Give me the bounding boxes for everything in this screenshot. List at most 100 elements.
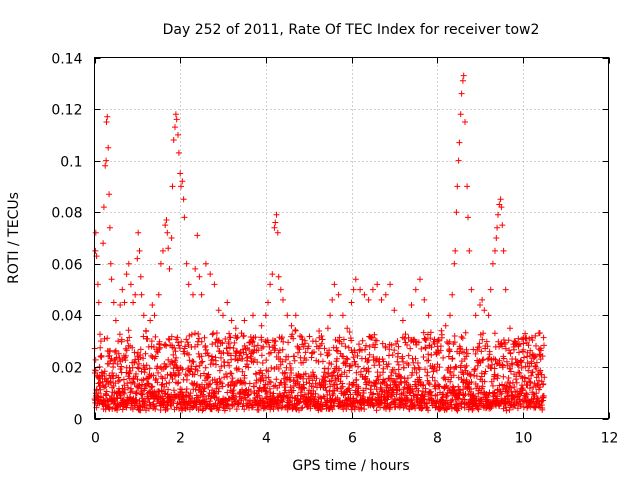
data-point xyxy=(227,344,234,351)
data-point xyxy=(268,364,275,371)
data-point xyxy=(110,299,117,306)
data-point xyxy=(346,381,353,387)
data-point xyxy=(238,395,245,402)
data-point xyxy=(280,296,286,303)
data-point xyxy=(197,372,204,379)
data-point xyxy=(404,375,411,381)
data-point xyxy=(526,385,533,392)
data-point xyxy=(319,358,326,365)
data-point xyxy=(331,281,338,288)
data-point xyxy=(458,90,465,97)
data-point xyxy=(450,372,457,379)
data-point xyxy=(536,330,543,336)
data-point xyxy=(160,247,166,254)
data-point xyxy=(519,386,526,393)
data-point xyxy=(238,378,244,385)
data-point xyxy=(171,373,178,379)
data-point xyxy=(377,372,384,379)
data-point xyxy=(129,364,136,371)
data-point xyxy=(103,388,110,395)
data-point xyxy=(97,338,104,345)
data-point xyxy=(183,336,190,343)
data-point xyxy=(511,346,517,353)
y-tick-label: 0.1 xyxy=(60,155,82,171)
data-point xyxy=(343,373,350,380)
data-point xyxy=(129,388,136,395)
data-point xyxy=(258,322,265,329)
data-point xyxy=(433,367,440,374)
data-point xyxy=(436,364,443,371)
data-point xyxy=(428,344,435,351)
data-point xyxy=(209,331,216,338)
data-point xyxy=(195,406,202,413)
data-point xyxy=(367,386,374,393)
data-point xyxy=(525,342,532,349)
data-point xyxy=(161,383,168,390)
data-point xyxy=(262,312,269,319)
data-point xyxy=(403,402,410,409)
data-point xyxy=(216,375,223,382)
data-point xyxy=(138,368,145,375)
data-point xyxy=(490,382,496,389)
data-point xyxy=(436,383,443,390)
data-point xyxy=(416,366,423,373)
data-point xyxy=(134,364,141,371)
data-point xyxy=(149,302,156,308)
data-point xyxy=(340,353,347,360)
data-point xyxy=(324,391,331,398)
data-point xyxy=(382,344,389,351)
data-point xyxy=(180,196,187,203)
data-point xyxy=(343,406,350,412)
data-point xyxy=(233,348,240,355)
data-point xyxy=(172,124,178,131)
data-point xyxy=(302,340,309,347)
data-point xyxy=(178,183,184,190)
data-point xyxy=(95,374,102,381)
data-point xyxy=(108,276,115,283)
data-point xyxy=(282,369,289,376)
data-point xyxy=(174,380,181,387)
data-point xyxy=(226,362,233,369)
data-point xyxy=(309,369,316,376)
data-point xyxy=(507,350,514,357)
data-point xyxy=(398,374,405,381)
data-point xyxy=(512,356,519,363)
data-point xyxy=(491,365,498,372)
data-point xyxy=(277,286,284,293)
data-point xyxy=(395,366,402,373)
data-point xyxy=(272,338,279,345)
data-point xyxy=(275,273,282,280)
data-point xyxy=(420,381,427,388)
data-point xyxy=(320,377,327,384)
data-point xyxy=(290,387,297,394)
data-point xyxy=(123,347,130,354)
data-point xyxy=(474,405,481,412)
data-point xyxy=(189,358,196,365)
data-point xyxy=(175,131,181,138)
data-point xyxy=(482,368,489,375)
data-point xyxy=(100,204,107,211)
data-point xyxy=(491,389,498,396)
data-point xyxy=(532,403,539,410)
data-point xyxy=(151,312,158,319)
data-point xyxy=(175,149,182,156)
data-point xyxy=(400,358,407,365)
data-point xyxy=(119,406,126,413)
data-point xyxy=(371,331,378,338)
data-point xyxy=(273,376,280,383)
data-point xyxy=(252,334,259,341)
data-point xyxy=(333,358,340,365)
data-point xyxy=(365,296,372,303)
data-point xyxy=(259,360,266,366)
data-point xyxy=(296,346,303,353)
data-point xyxy=(116,331,123,338)
data-point xyxy=(183,260,190,267)
data-point xyxy=(232,325,239,332)
data-point xyxy=(112,347,119,354)
data-point xyxy=(540,381,547,387)
data-point xyxy=(344,356,351,363)
data-point xyxy=(101,384,108,391)
data-point xyxy=(228,370,235,377)
data-point xyxy=(290,335,297,342)
data-point xyxy=(122,352,129,359)
